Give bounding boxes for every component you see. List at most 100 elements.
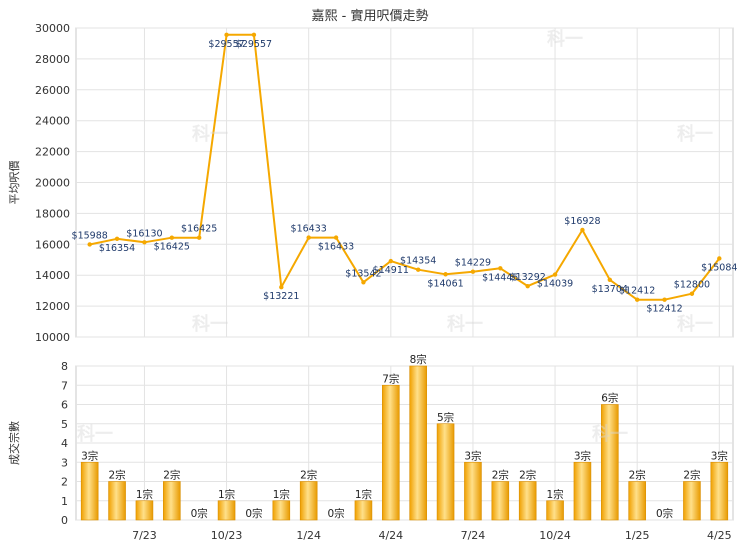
volume-data-label: 3宗 (81, 449, 98, 462)
price-tick-label: 20000 (35, 177, 70, 190)
volume-bar (135, 500, 154, 521)
price-data-label: $12412 (646, 304, 682, 315)
volume-data-label: 2宗 (300, 469, 317, 482)
volume-axis-label: 成交宗數 (7, 421, 21, 465)
watermark-text: 科一 (77, 423, 113, 445)
volume-bar (573, 461, 592, 521)
price-data-label: $15988 (72, 230, 108, 241)
volume-bar (80, 461, 99, 521)
volume-data-label: 2宗 (492, 469, 509, 482)
volume-data-label: 1宗 (218, 488, 235, 501)
price-point (689, 291, 695, 296)
price-point (498, 266, 503, 271)
x-tick-label: 4/24 (378, 529, 403, 542)
volume-bar (163, 481, 181, 521)
volume-bar (272, 500, 291, 521)
price-data-label: $12800 (674, 280, 710, 291)
price-point (662, 297, 667, 302)
price-data-label: $14039 (537, 279, 573, 290)
x-tick-label: 1/25 (625, 529, 650, 542)
watermark-text: 科一 (547, 28, 583, 50)
volume-bar (409, 365, 427, 521)
price-data-label: $16354 (99, 243, 135, 254)
price-point (415, 267, 421, 272)
price-point (169, 235, 175, 240)
volume-data-label: 6宗 (601, 392, 618, 405)
price-data-label: $14354 (400, 256, 436, 267)
price-tick-label: 16000 (35, 238, 70, 251)
volume-bar (546, 500, 564, 521)
price-point (634, 297, 640, 302)
volume-bar (491, 481, 510, 521)
volume-bar-panel: 0 1 2 3 4 5 6 7 8 成交宗數 3宗 2宗 1宗 2宗 0宗 1宗 0宗 1宗 2宗 0宗 1宗 7宗 8宗 5… (7, 353, 734, 542)
volume-bar (436, 423, 455, 521)
volume-bar (108, 481, 126, 521)
price-tick-label: 24000 (35, 115, 70, 128)
volume-bar (299, 481, 318, 521)
price-tick-label: 14000 (35, 269, 70, 282)
volume-data-label: 3宗 (574, 449, 591, 462)
price-data-label: $29557 (208, 39, 244, 50)
price-axis-label: 平均呎價 (7, 161, 21, 205)
volume-bar (464, 461, 482, 521)
price-point (114, 236, 120, 242)
volume-bar (382, 384, 400, 521)
volume-bar (628, 481, 646, 521)
price-point (525, 283, 530, 289)
watermark-text: 科一 (447, 313, 483, 335)
price-data-label: $14445 (482, 272, 518, 283)
price-tick-label: 26000 (35, 84, 70, 97)
price-data-label: $16433 (291, 224, 327, 235)
price-point (224, 32, 229, 38)
volume-bar (710, 461, 729, 521)
volume-data-label: 5宗 (437, 411, 454, 424)
volume-data-label: 1宗 (273, 488, 290, 501)
price-tick-label: 18000 (35, 207, 70, 220)
volume-bar (601, 404, 619, 521)
volume-tick-label: 7 (61, 379, 68, 392)
volume-tick-label: 4 (61, 437, 68, 450)
volume-data-label: 2宗 (683, 469, 700, 482)
price-point (279, 285, 284, 290)
watermark-text: 科一 (192, 313, 228, 335)
volume-data-label: 8宗 (410, 353, 427, 366)
volume-data-label: 0宗 (245, 507, 262, 520)
volume-tick-label: 8 (61, 360, 68, 373)
volume-data-label: 3宗 (464, 449, 481, 462)
price-tick-label: 10000 (35, 331, 70, 344)
volume-data-label: 0宗 (656, 507, 673, 520)
x-tick-label: 10/23 (211, 529, 243, 542)
watermark-text: 科一 (192, 123, 228, 145)
price-data-label: $16928 (564, 216, 600, 227)
volume-data-label: 1宗 (546, 488, 563, 501)
volume-data-label: 1宗 (136, 488, 153, 501)
watermark-text: 科一 (677, 123, 713, 145)
volume-data-label: 7宗 (382, 372, 399, 385)
price-data-label: $14061 (427, 278, 463, 289)
volume-bar (683, 481, 701, 521)
price-data-label: $13292 (510, 272, 546, 283)
price-point (361, 280, 366, 285)
price-point (552, 272, 558, 277)
volume-bar (518, 481, 537, 521)
volume-data-label: 0宗 (327, 507, 344, 520)
volume-tick-label: 3 (61, 456, 68, 469)
volume-data-label: 2宗 (108, 469, 125, 482)
price-point (717, 256, 722, 261)
volume-tick-label: 2 (61, 476, 68, 489)
volume-tick-label: 5 (61, 418, 68, 431)
price-point (306, 235, 311, 240)
price-data-label: $29557 (236, 39, 272, 50)
x-tick-label: 4/25 (707, 529, 732, 542)
price-point (142, 240, 147, 245)
volume-tick-label: 1 (61, 495, 68, 508)
price-point (388, 258, 394, 264)
watermark-text: 科一 (677, 313, 713, 335)
volume-data-label: 2宗 (163, 469, 180, 482)
watermark-text: 科一 (592, 423, 628, 445)
price-point (251, 32, 257, 38)
price-tick-label: 30000 (35, 22, 70, 35)
volume-data-label: 0宗 (191, 507, 208, 520)
